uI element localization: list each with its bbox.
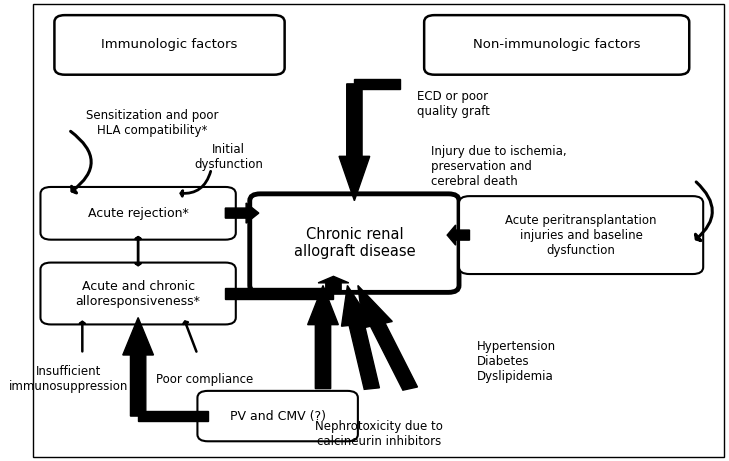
Text: Chronic renal
allograft disease: Chronic renal allograft disease bbox=[294, 227, 416, 259]
FancyBboxPatch shape bbox=[198, 391, 358, 441]
FancyArrow shape bbox=[225, 203, 259, 223]
FancyBboxPatch shape bbox=[41, 263, 235, 325]
FancyArrowPatch shape bbox=[181, 171, 211, 196]
Text: ECD or poor
quality graft: ECD or poor quality graft bbox=[417, 90, 490, 118]
FancyArrow shape bbox=[225, 289, 333, 299]
Text: Non-immunologic factors: Non-immunologic factors bbox=[473, 38, 641, 52]
FancyBboxPatch shape bbox=[41, 187, 235, 240]
Text: Acute peritransplantation
injuries and baseline
dysfunction: Acute peritransplantation injuries and b… bbox=[505, 213, 657, 257]
FancyBboxPatch shape bbox=[459, 196, 703, 274]
Text: Hypertension
Diabetes
Dyslipidemia: Hypertension Diabetes Dyslipidemia bbox=[477, 340, 555, 383]
FancyArrow shape bbox=[122, 318, 154, 416]
FancyArrow shape bbox=[341, 285, 379, 390]
FancyBboxPatch shape bbox=[250, 194, 459, 292]
Text: Immunologic factors: Immunologic factors bbox=[101, 38, 238, 52]
FancyArrowPatch shape bbox=[695, 182, 712, 241]
FancyArrow shape bbox=[318, 276, 348, 294]
Text: Acute rejection*: Acute rejection* bbox=[87, 207, 189, 220]
Text: PV and CMV (?): PV and CMV (?) bbox=[230, 409, 326, 423]
Text: Injury due to ischemia,
preservation and
cerebral death: Injury due to ischemia, preservation and… bbox=[431, 145, 566, 188]
FancyArrow shape bbox=[354, 79, 399, 89]
FancyBboxPatch shape bbox=[55, 15, 284, 75]
FancyArrow shape bbox=[138, 411, 208, 421]
FancyArrowPatch shape bbox=[71, 131, 91, 193]
FancyArrow shape bbox=[339, 84, 370, 201]
Text: Sensitization and poor
HLA compatibility*: Sensitization and poor HLA compatibility… bbox=[86, 109, 218, 137]
Text: Insufficient
immunosuppression: Insufficient immunosuppression bbox=[9, 366, 128, 393]
Text: Nephrotoxicity due to
calcineurin inhibitors: Nephrotoxicity due to calcineurin inhibi… bbox=[315, 420, 443, 449]
FancyArrow shape bbox=[308, 285, 338, 389]
FancyArrow shape bbox=[358, 285, 418, 390]
Text: Poor compliance: Poor compliance bbox=[156, 373, 253, 386]
FancyArrow shape bbox=[447, 225, 469, 245]
FancyBboxPatch shape bbox=[424, 15, 689, 75]
Text: Initial
dysfunction: Initial dysfunction bbox=[195, 143, 263, 171]
Text: Acute and chronic
alloresponsiveness*: Acute and chronic alloresponsiveness* bbox=[76, 279, 200, 307]
